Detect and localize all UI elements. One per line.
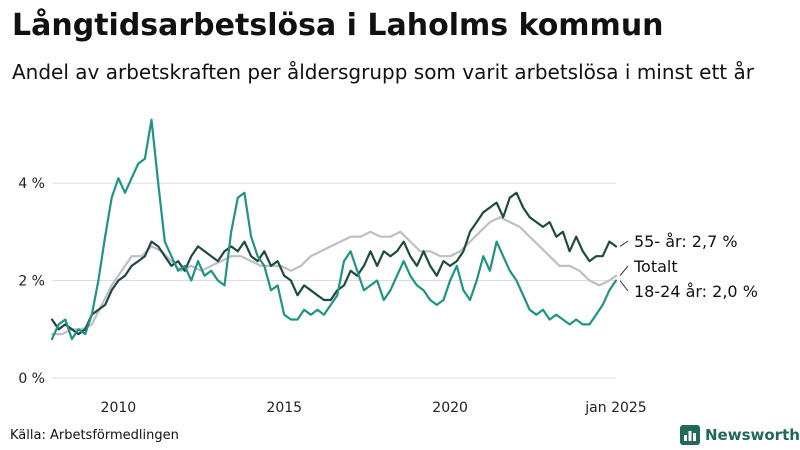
brand-logo: Newsworthy [680,425,800,445]
series-label-leader [619,280,629,292]
chart-title: Långtidsarbetslösa i Laholms kommun [12,8,664,43]
y-tick-label: 0 % [18,371,45,387]
source-note: Källa: Arbetsförmedlingen [10,428,179,443]
x-tick-label: 2010 [101,400,137,416]
series-end-label: 18-24 år: 2,0 % [634,282,758,301]
series-line-totalt [50,216,618,336]
series-line-55-r [50,191,618,336]
series-end-label: 55- år: 2,7 % [634,232,738,251]
series-label-leader [619,265,629,276]
x-tick-label: 2015 [266,400,302,416]
series-line-18-24-r [50,118,618,341]
y-tick-label: 2 % [18,274,45,290]
x-tick-label: jan 2025 [584,400,646,416]
x-tick-label: 2020 [432,400,468,416]
bar-chart-icon [680,425,700,445]
brand-name: Newsworthy [705,426,800,444]
y-tick-label: 4 % [18,176,45,192]
series-label-leader [619,240,629,247]
chart-subtitle: Andel av arbetskraften per åldersgrupp s… [12,60,754,84]
series-end-label: Totalt [633,257,678,276]
line-chart: 0 % 2 % 4 % 2010 2015 2020 jan 2025 Totalt 55- å… [18,118,758,416]
